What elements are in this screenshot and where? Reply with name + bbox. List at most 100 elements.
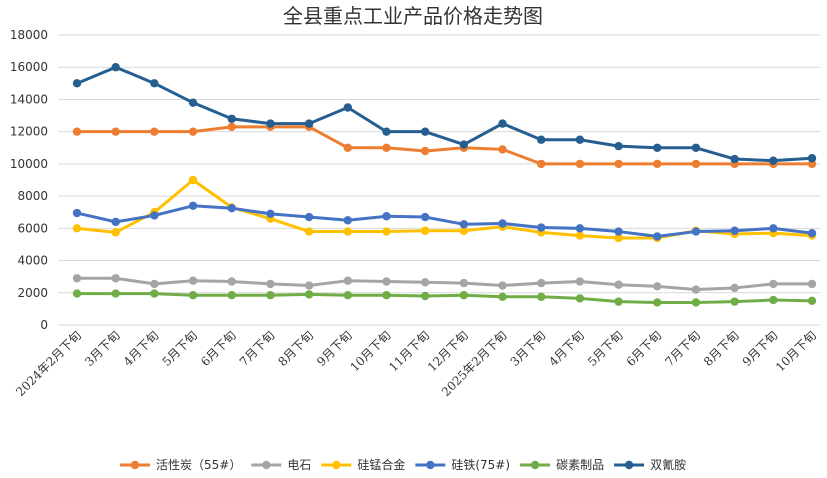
data-point [691, 159, 701, 169]
data-point [72, 208, 82, 218]
data-point [72, 79, 82, 88]
legend-swatch-marker [262, 460, 271, 470]
data-point [459, 278, 469, 288]
series-line [77, 276, 812, 292]
series-group [72, 63, 817, 165]
data-point [614, 227, 623, 236]
data-point [653, 143, 662, 152]
y-tick-label: 8000 [17, 189, 48, 203]
data-point [420, 278, 430, 287]
data-point [72, 224, 82, 233]
legend-swatch-marker [332, 460, 341, 470]
data-point [575, 135, 585, 144]
x-tick-label: 6月下旬 [624, 328, 665, 369]
x-tick-label: 7月下旬 [662, 328, 703, 369]
y-tick-label: 0 [40, 318, 48, 332]
data-point [575, 159, 585, 169]
data-point [420, 226, 430, 235]
data-point [653, 159, 662, 169]
data-point [537, 278, 546, 288]
legend-label: 活性炭（55#） [156, 458, 241, 472]
data-point [691, 298, 701, 307]
data-point [111, 289, 120, 298]
x-tick-label: 4月下旬 [546, 328, 587, 369]
data-point [150, 289, 159, 298]
y-tick-label: 4000 [17, 254, 48, 268]
data-point [730, 154, 739, 164]
x-tick-label: 5月下旬 [159, 328, 200, 369]
data-point [575, 294, 585, 303]
data-point [188, 290, 198, 300]
data-point [691, 227, 701, 236]
data-point [150, 127, 159, 136]
y-tick-label: 2000 [17, 286, 48, 300]
data-point [266, 119, 275, 128]
series-lines [72, 63, 817, 307]
x-tick-label: 7月下旬 [237, 328, 278, 369]
data-point [459, 140, 469, 149]
data-point [227, 203, 236, 213]
series-line [76, 178, 813, 240]
data-point [614, 233, 623, 243]
chart-title: 全县重点工业产品价格走势图 [283, 4, 543, 28]
x-tick-label: 8月下旬 [275, 328, 316, 369]
data-point [614, 141, 623, 151]
data-point [614, 297, 623, 306]
data-point [537, 292, 546, 302]
data-point [111, 217, 120, 227]
x-tick-label: 5月下旬 [585, 328, 626, 369]
data-point [111, 127, 120, 136]
data-point [730, 283, 739, 293]
data-point [498, 292, 507, 302]
data-point [420, 212, 430, 222]
data-point [730, 226, 739, 235]
data-point [111, 228, 120, 237]
data-point [459, 220, 469, 229]
data-point [498, 145, 507, 154]
data-point [382, 290, 391, 300]
series-group [72, 201, 817, 241]
data-point [614, 159, 623, 169]
data-point [382, 227, 391, 236]
data-point [691, 285, 701, 294]
x-tick-label: 2024年2月下旬 [13, 328, 84, 399]
data-point [72, 289, 82, 298]
series-line [76, 204, 813, 238]
data-point [575, 231, 585, 240]
data-point [188, 201, 198, 210]
data-point [498, 219, 507, 228]
series-group [72, 274, 817, 294]
y-tick-label: 12000 [10, 125, 48, 139]
x-tick-label: 3月下旬 [82, 328, 123, 369]
legend: 活性炭（55#） 电石 硅锰合金 硅铁(75#) 碳素制品 双氰胺 [120, 457, 686, 472]
data-point [227, 290, 236, 300]
data-point [150, 211, 159, 220]
data-point [420, 291, 430, 301]
series-line [77, 125, 812, 166]
data-point [150, 79, 159, 88]
data-point [769, 224, 778, 233]
y-tick-label: 6000 [17, 221, 48, 235]
data-point [382, 212, 391, 221]
data-point [653, 298, 662, 307]
data-point [227, 114, 236, 123]
data-point [769, 295, 778, 305]
legend-label: 硅铁(75#) [451, 458, 510, 472]
data-point [537, 135, 546, 144]
data-point [730, 297, 739, 306]
data-point [653, 282, 662, 291]
x-tick-label: 8月下旬 [701, 328, 742, 369]
legend-label: 硅锰合金 [357, 457, 405, 472]
x-tick-label: 6月下旬 [198, 328, 239, 369]
data-point [111, 274, 120, 283]
data-point [227, 122, 236, 132]
data-point [343, 290, 352, 300]
data-point [614, 280, 623, 289]
data-point [343, 276, 352, 285]
data-point [266, 279, 275, 289]
series-line [76, 65, 813, 163]
data-point [420, 146, 430, 156]
data-point [188, 127, 198, 136]
data-point [575, 224, 585, 233]
